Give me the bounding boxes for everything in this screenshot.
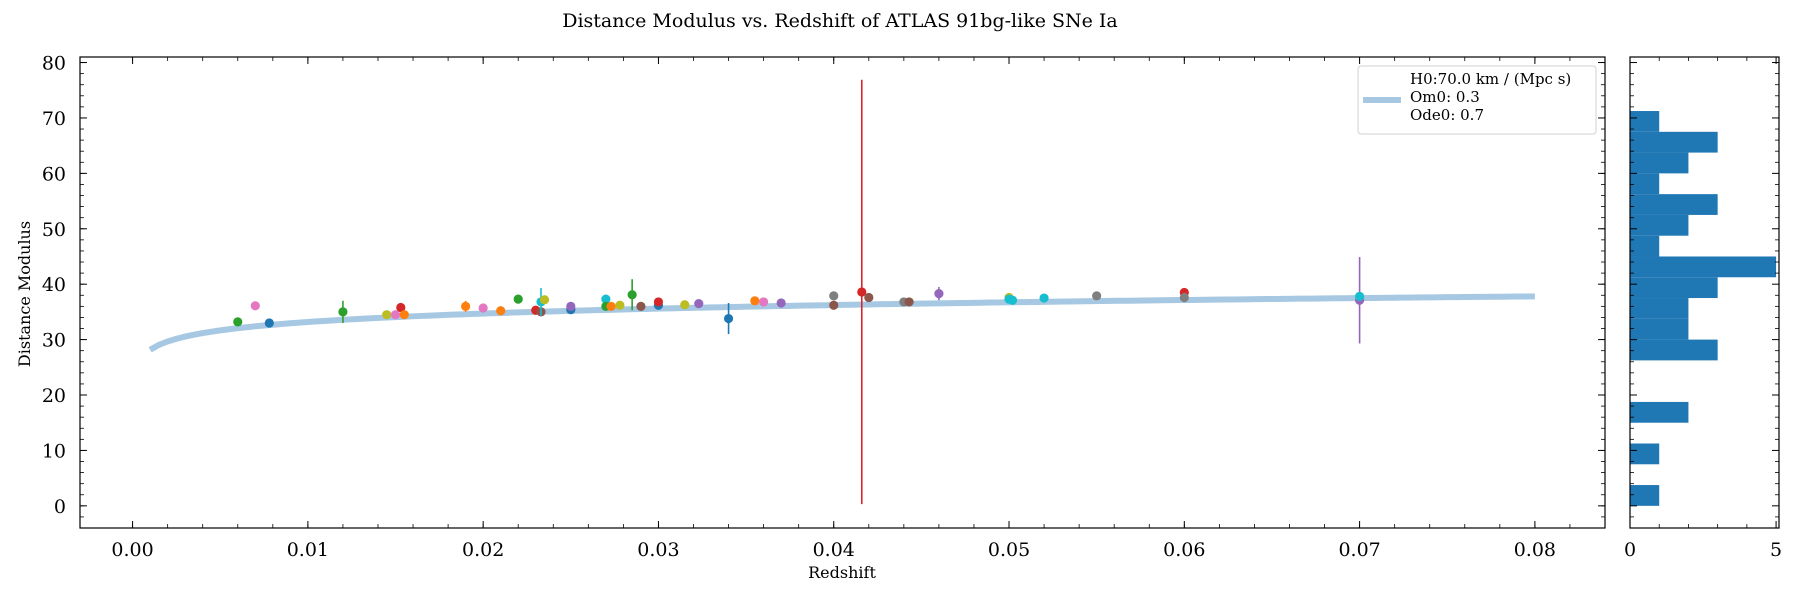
data-point	[750, 296, 760, 306]
data-point	[390, 310, 401, 320]
histogram-bar	[1630, 173, 1660, 195]
data-point	[1354, 291, 1365, 301]
data-point	[776, 298, 786, 308]
main-plot-frame	[79, 56, 1606, 529]
data-point	[399, 310, 409, 320]
y-tick-label: 0	[54, 496, 66, 518]
main-plot-area: 0.00 0.01 0.02 0.03 0.04 0.05 0.06 0.07 0.08 0 10 2…	[42, 53, 1606, 561]
data-point	[566, 301, 576, 311]
data-point	[627, 290, 637, 300]
data-point	[513, 294, 523, 304]
data-point	[759, 297, 769, 307]
data-point	[250, 301, 260, 311]
x-tick-label: 0.04	[813, 539, 855, 561]
data-point	[723, 313, 734, 324]
hist-x-tick-label: 0	[1624, 539, 1636, 561]
y-tick-label: 50	[42, 219, 66, 241]
data-point	[382, 310, 392, 320]
y-axis-label: Distance Modulus	[15, 221, 34, 367]
x-tick-label: 0.08	[1514, 539, 1556, 561]
histogram-bar	[1630, 256, 1777, 278]
legend-text: H0:70.0 km / (Mpc s)	[1410, 70, 1571, 88]
histogram-bar	[1630, 298, 1689, 319]
data-point	[904, 297, 914, 307]
data-point	[233, 317, 243, 327]
data-point	[606, 301, 616, 311]
histogram-frame	[1629, 56, 1780, 529]
x-tick-label: 0.05	[988, 539, 1030, 561]
histogram-bar	[1630, 235, 1660, 257]
legend-text: Ode0: 0.7	[1410, 106, 1484, 124]
hist-x-tick-label: 5	[1770, 539, 1782, 561]
histogram-bar	[1630, 339, 1718, 361]
data-point	[653, 297, 664, 307]
x-axis-label: Redshift	[808, 563, 876, 582]
x-tick-label: 0.07	[1338, 539, 1380, 561]
data-point	[338, 307, 348, 317]
data-point	[829, 291, 839, 301]
chart-title: Distance Modulus vs. Redshift of ATLAS 9…	[562, 10, 1118, 32]
x-tick-label: 0.06	[1163, 539, 1205, 561]
histogram-bar	[1630, 277, 1718, 299]
y-tick-label: 30	[42, 330, 66, 352]
data-point	[680, 300, 690, 310]
y-tick-label: 60	[42, 163, 66, 185]
histogram-bar	[1630, 111, 1660, 132]
legend-box	[1357, 65, 1597, 135]
data-point	[478, 303, 488, 313]
data-point	[829, 300, 839, 310]
x-tick-label: 0.01	[287, 539, 329, 561]
histogram-bar	[1630, 318, 1689, 340]
x-tick-label: 0.00	[111, 539, 153, 561]
y-tick-label: 20	[42, 385, 66, 407]
data-point	[615, 300, 625, 310]
y-tick-label: 10	[42, 440, 66, 462]
data-point	[264, 318, 274, 328]
data-point	[864, 292, 874, 303]
data-point	[461, 301, 471, 311]
histogram-bar	[1630, 443, 1660, 465]
x-tick-label: 0.03	[637, 539, 679, 561]
x-tick-label: 0.02	[462, 539, 504, 561]
legend-text: Om0: 0.3	[1410, 88, 1480, 106]
data-point	[1179, 292, 1189, 303]
histogram-bar	[1630, 485, 1660, 506]
data-point	[601, 294, 611, 304]
data-point	[1039, 293, 1049, 303]
histogram-bar	[1630, 194, 1718, 215]
histogram-bar	[1630, 152, 1689, 174]
histogram-bar	[1630, 214, 1689, 236]
data-point	[934, 289, 944, 299]
y-tick-label: 80	[42, 53, 66, 75]
data-point	[496, 306, 506, 316]
data-point	[636, 301, 646, 311]
y-tick-label: 40	[42, 274, 66, 296]
data-point	[1007, 295, 1018, 305]
data-point	[396, 302, 406, 313]
data-point	[694, 298, 704, 309]
data-point	[857, 287, 867, 297]
histogram-bar	[1630, 401, 1689, 423]
model-curve	[148, 293, 1535, 353]
data-point	[1092, 291, 1102, 301]
histogram-bar	[1630, 131, 1718, 153]
y-tick-label: 70	[42, 108, 66, 130]
data-point	[539, 295, 550, 305]
